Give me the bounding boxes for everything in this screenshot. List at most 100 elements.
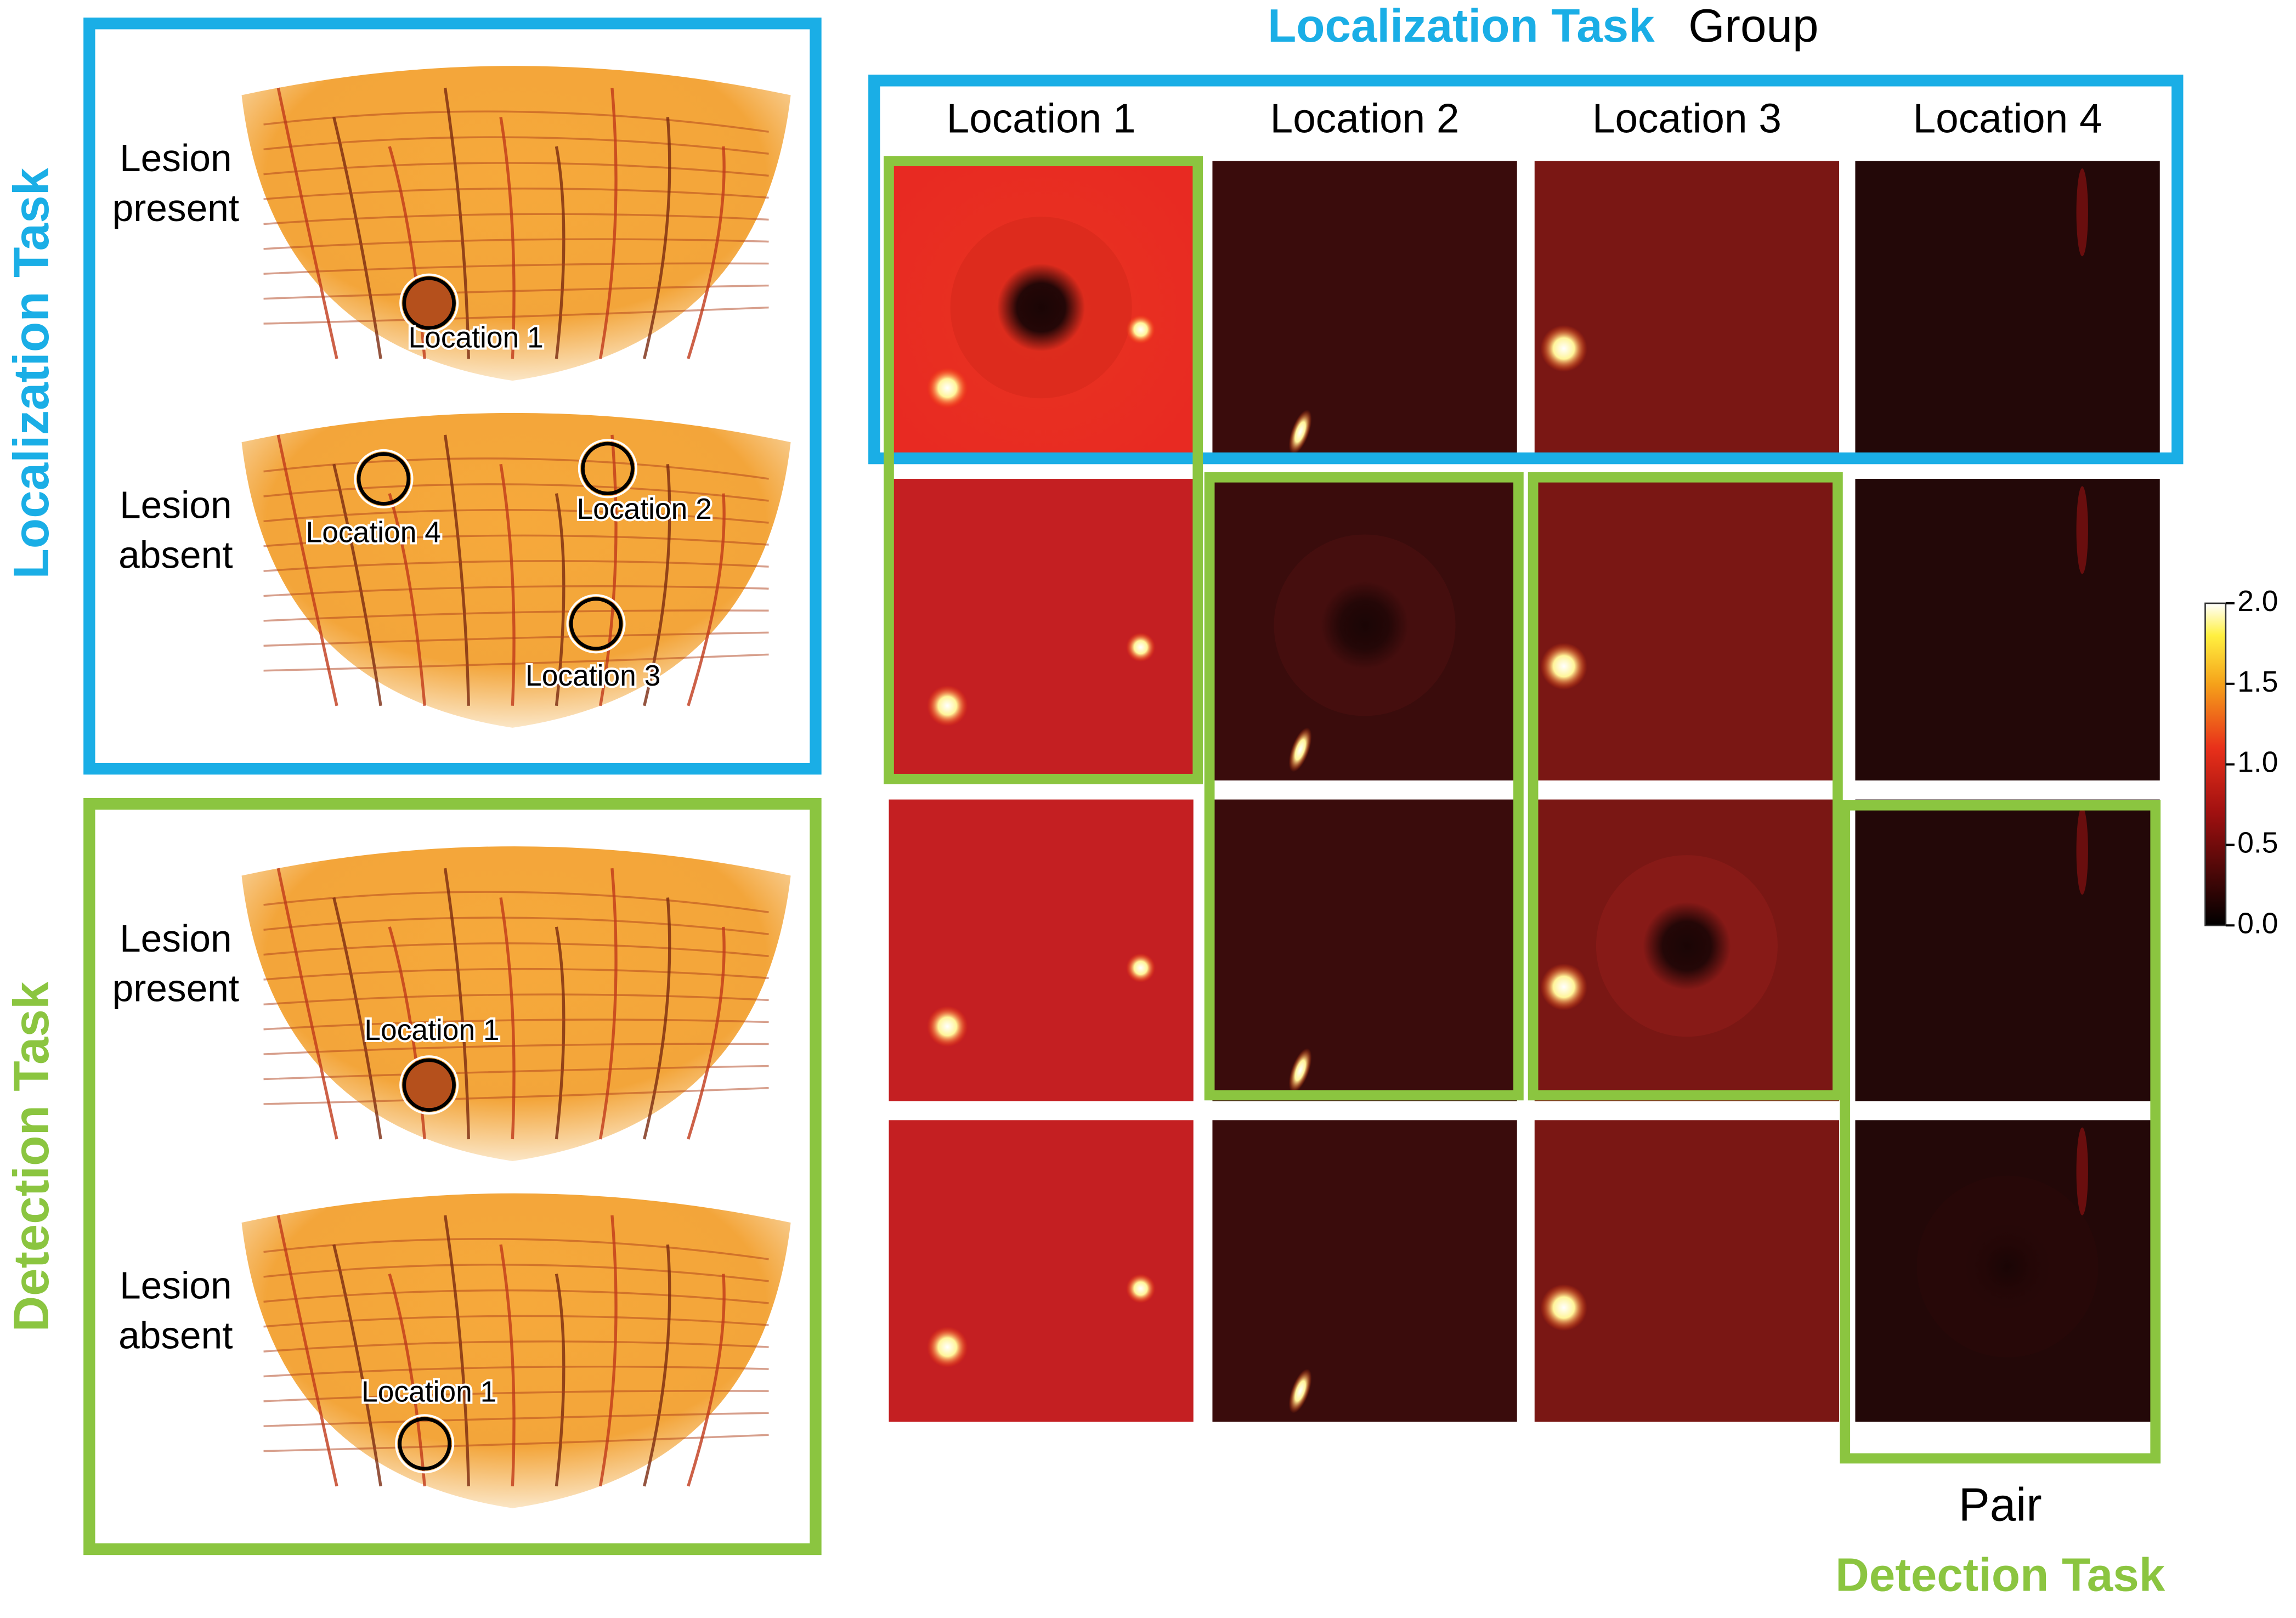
vessel [443,1215,470,1486]
grid-title: Localization Task [1268,0,1655,52]
bright-spot [1540,1284,1587,1331]
vessel [443,87,470,359]
location-label: Location 1 [408,321,543,354]
bright-spot [926,1006,968,1047]
bright-spot [1540,642,1587,690]
vessel [687,926,726,1140]
image-label: absent [118,1314,233,1356]
bright-streak [1288,410,1312,455]
breast-image [241,66,791,381]
vessel [687,493,726,706]
vessel [263,585,769,597]
vessel [263,1043,769,1055]
vessel [598,1215,618,1487]
vessel [263,1289,769,1304]
bright-streak [1288,727,1312,772]
location-marker [566,594,626,654]
location-label: Location 1 [364,1014,499,1046]
faint-streak [2076,806,2088,895]
colorbar-axis: 0.0 0.5 1.0 1.5 2.0 [2225,585,2278,940]
colorbar-tick-label: 2.0 [2237,585,2278,618]
colorbar [2204,602,2227,926]
location-marker [399,273,459,333]
vessel [263,1238,769,1260]
vessel [263,1340,769,1353]
vessel [443,434,470,706]
location-marker [399,1055,459,1115]
footer-label: Pair [1959,1479,2042,1531]
pair-frame [1840,800,2161,1464]
bright-spot [1126,632,1156,662]
bright-spot [1540,963,1587,1011]
vessel [263,993,769,1006]
vessel [263,1390,769,1402]
faint-streak [2076,168,2088,257]
vessel [263,917,769,935]
heatmap-tile [889,478,1194,780]
left-panels: Lesion present Location 1 Lesion absent Locat… [112,66,791,1508]
vessel [263,508,769,524]
vessel [598,434,618,706]
bright-spot [1126,1274,1156,1304]
vessel [263,942,769,958]
bright-spot [1540,325,1587,372]
image-label: Lesion [120,1264,232,1307]
vessel [443,868,470,1140]
pair-frame [1204,472,1524,1101]
vessel [598,87,618,359]
grid-title: Group [1688,0,1818,52]
bright-streak [1288,1048,1312,1093]
image-label: absent [118,533,233,576]
vessel [263,1019,769,1031]
column-header: Location 1 [947,95,1136,141]
bright-spot [926,1326,968,1368]
image-label: Lesion [120,484,232,527]
vessel [263,968,769,981]
vessel [687,1274,726,1487]
group-frame [868,75,2184,465]
bright-streak [1288,1368,1312,1413]
column-header: Location 2 [1270,95,1460,141]
colorbar-tick-label: 1.0 [2237,746,2278,779]
vessel [332,1244,382,1487]
image-label: Lesion [120,137,232,179]
location-label: Location 2 [576,493,711,525]
image-label: Lesion [120,917,232,960]
location-label: Location 3 [525,660,660,692]
column-header: Location 3 [1592,95,1782,141]
bright-spot [1126,314,1156,344]
lesion-spot [997,263,1085,352]
vessel [263,238,769,250]
vessel [263,891,769,913]
location-marker [354,449,414,509]
vessel [263,110,769,133]
pair-frame [884,156,1203,784]
footer-label: Detection Task [1835,1549,2165,1601]
vessel [388,493,426,706]
vessel [499,463,516,706]
vessel [263,187,769,200]
vessel [687,146,726,359]
vessel [332,897,382,1140]
vessel [499,897,516,1140]
vessel [263,1264,769,1282]
vessel [263,653,769,672]
heatmap-tile [889,799,1194,1101]
vessel [499,1244,516,1486]
heatmap-tile [1534,1120,1840,1422]
vessel [263,262,769,275]
vessel [643,897,671,1140]
vessel [263,284,769,300]
vessel [263,1365,769,1378]
location-marker [578,439,637,499]
heatmap-tile [1534,161,1840,463]
breast-image [241,1193,791,1508]
heatmap-tile [1212,161,1517,463]
heatmap-tile [889,1120,1194,1422]
breast-image [241,412,791,728]
image-label: present [112,967,240,1010]
vessel [598,868,618,1140]
breast-image [241,846,791,1162]
location-label: Location 4 [306,517,441,549]
